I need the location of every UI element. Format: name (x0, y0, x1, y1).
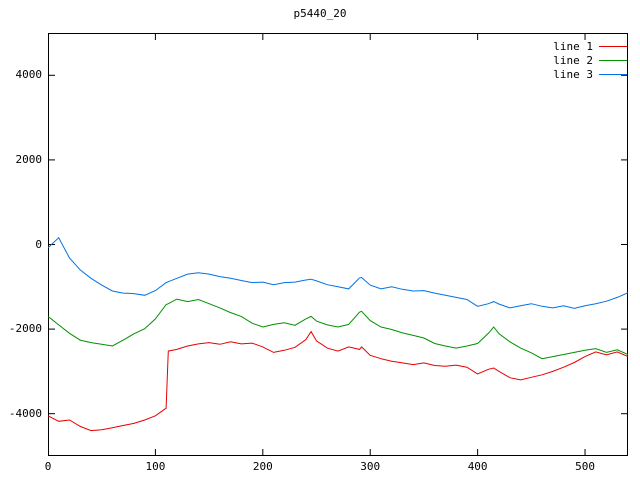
y-tick-label: 4000 (15, 68, 43, 82)
chart-title: p5440_20 (293, 7, 347, 20)
legend-label: line 1 (553, 39, 593, 53)
legend-line-sample (599, 73, 627, 75)
y-tick-label: 2000 (15, 152, 43, 166)
legend-label: line 3 (553, 67, 593, 81)
x-tick-label: 400 (467, 460, 488, 473)
plot-border (48, 33, 628, 456)
x-tick-label: 200 (252, 460, 273, 473)
x-tick-label: 0 (44, 460, 52, 473)
legend-line-sample (599, 59, 627, 61)
y-tick-label: 0 (35, 237, 42, 251)
legend-entry: line 3 (553, 67, 627, 81)
x-tick-label: 300 (360, 460, 381, 473)
legend-label: line 2 (553, 53, 593, 67)
series-line-1 (48, 330, 628, 432)
y-tick-label: -2000 (8, 322, 42, 336)
plot-area (48, 33, 628, 456)
x-tick-label: 500 (575, 460, 595, 473)
x-tick-label: 100 (145, 460, 166, 473)
legend-line-sample (599, 45, 627, 47)
series-line-2 (48, 298, 628, 360)
legend-entry: line 2 (553, 53, 627, 67)
legend: line 1 line 2 line 3 (553, 39, 627, 81)
series-line-3 (48, 236, 628, 309)
legend-entry: line 1 (553, 39, 627, 53)
y-tick-label: -4000 (8, 406, 42, 420)
